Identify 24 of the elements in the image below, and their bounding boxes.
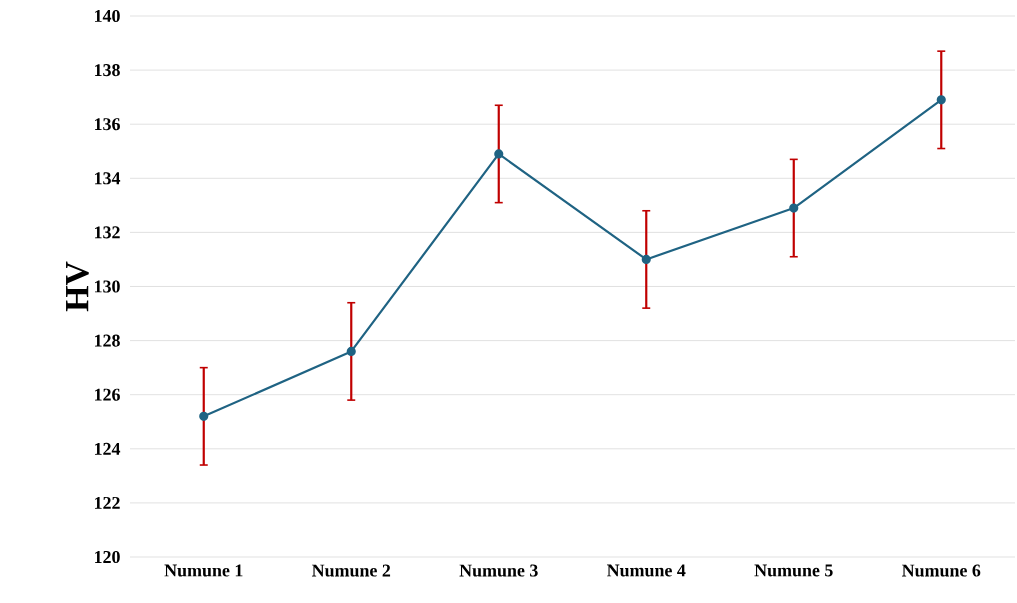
y-tick-label: 124 xyxy=(95,442,121,455)
y-tick-label: 136 xyxy=(95,118,120,131)
point xyxy=(494,149,504,159)
x-tick-label: Numune 5 xyxy=(754,564,833,577)
x-tick-label: Numune 4 xyxy=(606,564,686,577)
point xyxy=(346,346,356,356)
x-tick-label: Numune 2 xyxy=(311,564,391,577)
point xyxy=(641,254,651,265)
y-axis-title: HV xyxy=(66,261,89,312)
y-tick-label: 122 xyxy=(95,496,120,509)
y-tick-label: 140 xyxy=(95,9,120,23)
point xyxy=(789,203,799,213)
y-tick-label: 134 xyxy=(95,172,121,185)
y-tick-label: 120 xyxy=(95,550,120,564)
y-tick-label: 138 xyxy=(95,64,120,77)
y-tick-label: 132 xyxy=(95,226,120,239)
y-tick-label: 128 xyxy=(95,334,120,347)
x-tick-label: Numune 1 xyxy=(164,564,243,577)
point xyxy=(199,411,209,421)
y-tick-label: 126 xyxy=(95,388,120,401)
y-tick-label: 130 xyxy=(95,280,120,293)
x-tick-label: Numune 6 xyxy=(901,564,981,577)
x-tick-label: Numune 3 xyxy=(459,564,538,577)
point xyxy=(936,95,946,105)
